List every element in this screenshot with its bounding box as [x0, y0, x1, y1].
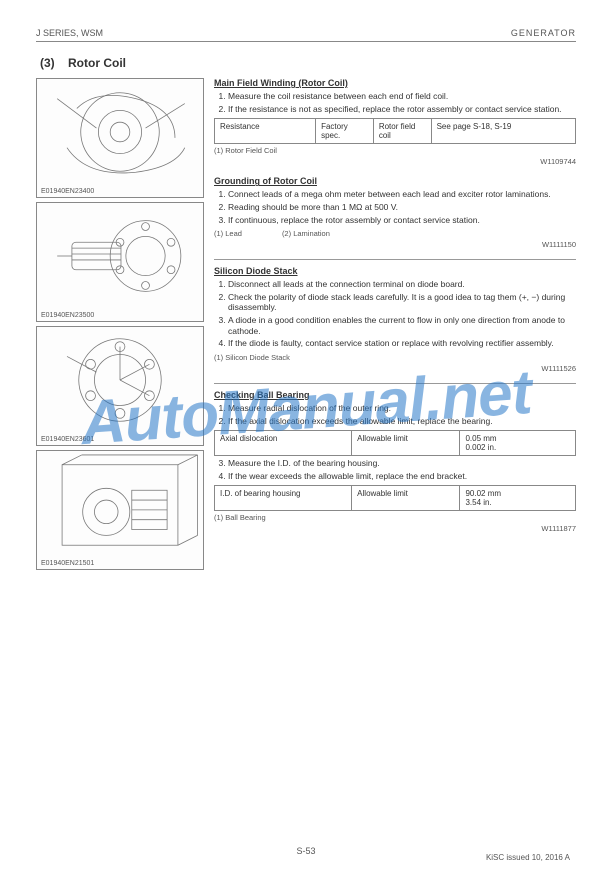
block3-ref: W1111526 — [214, 364, 576, 373]
block2-note2: (2) Lamination — [282, 229, 330, 238]
text-column: Main Field Winding (Rotor Coil) Measure … — [214, 78, 576, 570]
block-diode-stack: Silicon Diode Stack Disconnect all leads… — [214, 266, 576, 373]
block1-item1: Measure the coil resistance between each… — [228, 91, 576, 102]
divider-1 — [214, 259, 576, 260]
block4-table2: I.D. of bearing housing Allowable limit … — [214, 485, 576, 511]
block2-item3: If continuous, replace the rotor assembl… — [228, 215, 576, 226]
block4-list-b: Measure the I.D. of the bearing housing.… — [228, 458, 576, 481]
figure-1-caption: E01940EN23400 — [41, 188, 94, 195]
block4-item4: If the wear exceeds the allowable limit,… — [228, 471, 576, 482]
t41c1: Axial dislocation — [215, 431, 352, 456]
t42c1: I.D. of bearing housing — [215, 486, 352, 511]
figure-4-caption: E01940EN21501 — [41, 560, 94, 567]
figure-2-caption: E01940EN23500 — [41, 312, 94, 319]
section-number: (3) — [40, 56, 55, 70]
content-columns: E01940EN23400 — [36, 78, 576, 570]
block1-item2: If the resistance is not as specified, r… — [228, 104, 576, 115]
block4-ref: W1111877 — [214, 524, 576, 533]
page-header: J SERIES, WSM GENERATOR — [36, 28, 576, 42]
t1c1: Resistance — [215, 119, 316, 144]
block4-item2: If the axial dislocation exceeds the all… — [228, 416, 576, 427]
block3-item2: Check the polarity of diode stack leads … — [228, 292, 576, 313]
block4-notes: (1) Ball Bearing — [214, 513, 576, 522]
divider-2 — [214, 383, 576, 384]
block-main-field-winding: Main Field Winding (Rotor Coil) Measure … — [214, 78, 576, 166]
section-name: Rotor Coil — [68, 56, 126, 70]
block4-item1: Measure radial dislocation of the outer … — [228, 403, 576, 414]
t41c3: 0.05 mm 0.002 in. — [460, 431, 576, 456]
block2-list: Connect leads of a mega ohm meter betwee… — [228, 189, 576, 225]
block3-list: Disconnect all leads at the connection t… — [228, 279, 576, 349]
t1c3: Rotor field coil — [373, 119, 431, 144]
block3-note1: (1) Silicon Diode Stack — [214, 353, 290, 362]
block2-head: Grounding of Rotor Coil — [214, 176, 576, 186]
header-right: GENERATOR — [511, 28, 576, 38]
block4-list-a: Measure radial dislocation of the outer … — [228, 403, 576, 426]
block2-item2: Reading should be more than 1 MΩ at 500 … — [228, 202, 576, 213]
block1-table: Resistance Factory spec. Rotor field coi… — [214, 118, 576, 144]
figure-3-caption: E01940EN23601 — [41, 436, 94, 443]
block-ball-bearing: Checking Ball Bearing Measure radial dis… — [214, 390, 576, 534]
figures-column: E01940EN23400 — [36, 78, 204, 570]
block3-head: Silicon Diode Stack — [214, 266, 576, 276]
block1-notes: (1) Rotor Field Coil — [214, 146, 576, 155]
block1-list: Measure the coil resistance between each… — [228, 91, 576, 114]
figure-3: E01940EN23601 — [36, 326, 204, 446]
t41c2: Allowable limit — [352, 431, 460, 456]
t42c2: Allowable limit — [352, 486, 460, 511]
block2-ref: W1111150 — [214, 240, 576, 249]
block3-notes: (1) Silicon Diode Stack — [214, 353, 576, 362]
header-left: J SERIES, WSM — [36, 28, 103, 38]
block1-head: Main Field Winding (Rotor Coil) — [214, 78, 576, 88]
block3-item1: Disconnect all leads at the connection t… — [228, 279, 576, 290]
block1-note1: (1) Rotor Field Coil — [214, 146, 277, 155]
figure-4: E01940EN21501 — [36, 450, 204, 570]
t1c4: See page S-18, S-19 — [431, 119, 575, 144]
block4-table1: Axial dislocation Allowable limit 0.05 m… — [214, 430, 576, 456]
t42c3: 90.02 mm 3.54 in. — [460, 486, 576, 511]
block1-ref: W1109744 — [214, 157, 576, 166]
section-title: (3) Rotor Coil — [40, 56, 576, 70]
block3-item3: A diode in a good condition enables the … — [228, 315, 576, 336]
block2-item1: Connect leads of a mega ohm meter betwee… — [228, 189, 576, 200]
block4-note1: (1) Ball Bearing — [214, 513, 266, 522]
figure-2: E01940EN23500 — [36, 202, 204, 322]
t41c3b: 0.002 in. — [465, 443, 496, 452]
footer-issue: KiSC issued 10, 2016 A — [486, 853, 570, 862]
t42c3a: 90.02 mm — [465, 489, 501, 498]
block4-item3: Measure the I.D. of the bearing housing. — [228, 458, 576, 469]
block2-notes: (1) Lead (2) Lamination — [214, 229, 576, 238]
block4-head: Checking Ball Bearing — [214, 390, 576, 400]
block3-item4: If the diode is faulty, contact service … — [228, 338, 576, 349]
figure-1: E01940EN23400 — [36, 78, 204, 198]
block2-note1: (1) Lead — [214, 229, 242, 238]
t41c3a: 0.05 mm — [465, 434, 496, 443]
block-grounding: Grounding of Rotor Coil Connect leads of… — [214, 176, 576, 249]
t1c2: Factory spec. — [316, 119, 374, 144]
t42c3b: 3.54 in. — [465, 498, 491, 507]
